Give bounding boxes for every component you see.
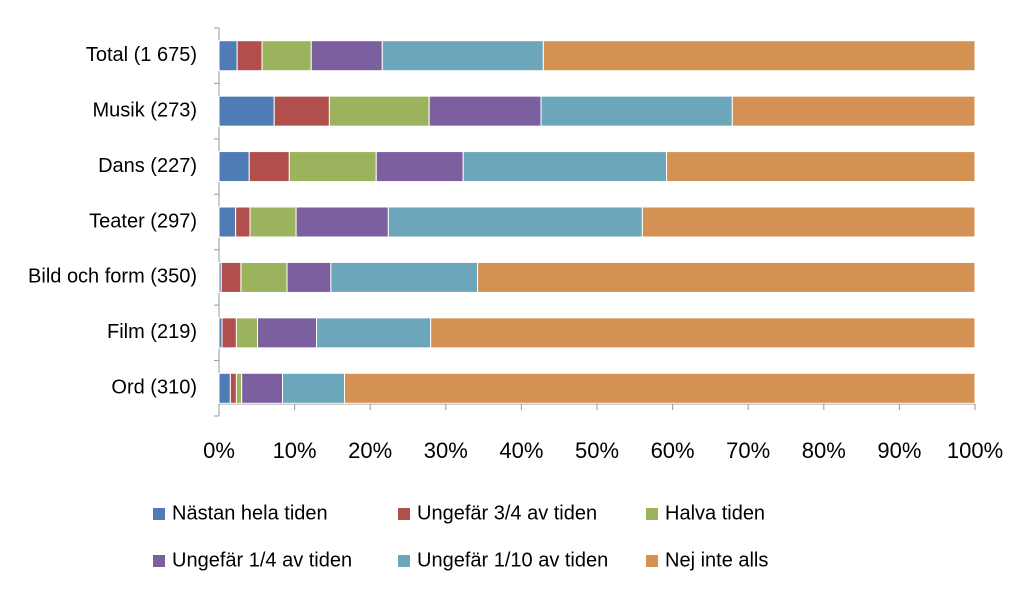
bar-segment (236, 40, 263, 72)
legend-swatch (398, 508, 410, 520)
y-tick-label: Bild och form (350) (28, 266, 197, 288)
bar-segment (248, 151, 290, 183)
bar-segment (235, 372, 243, 404)
bar-segment (328, 95, 430, 127)
legend-swatch (646, 555, 658, 567)
y-tick-label: Total (1 675) (86, 44, 197, 66)
y-tick-label: Musik (273) (93, 99, 197, 121)
bar-segment (731, 95, 976, 127)
x-tick-label: 20% (348, 438, 392, 463)
bar-segment (241, 372, 284, 404)
bar-segment (282, 372, 345, 404)
x-tick-label: 10% (273, 438, 317, 463)
bar-segment (295, 206, 389, 238)
bar-segment (666, 151, 976, 183)
bar-segment (310, 40, 383, 72)
x-tick-label: 50% (575, 438, 619, 463)
bar-segment (430, 317, 976, 349)
x-tick-label: 60% (651, 438, 695, 463)
x-tick-label: 80% (802, 438, 846, 463)
x-tick-label: 100% (947, 438, 1003, 463)
legend-swatch (153, 508, 165, 520)
y-tick-label: Teater (297) (89, 210, 197, 232)
bar-segment (387, 206, 643, 238)
x-tick-label: 30% (424, 438, 468, 463)
legend-label: Ungefär 1/10 av tiden (417, 549, 608, 571)
legend-label: Ungefär 3/4 av tiden (417, 502, 597, 524)
bar-segment (428, 95, 542, 127)
bar-segment (381, 40, 544, 72)
legend-swatch (646, 508, 658, 520)
y-tick-label: Dans (227) (98, 155, 197, 177)
bar-segment (235, 206, 251, 238)
legend-label: Ungefär 1/4 av tiden (172, 549, 352, 571)
legend-label: Nästan hela tiden (172, 502, 328, 524)
legend-swatch (398, 555, 410, 567)
x-tick-label: 90% (877, 438, 921, 463)
x-tick-label: 0% (203, 438, 235, 463)
bar-segment (288, 151, 377, 183)
bar-segment (540, 95, 733, 127)
bar-segment (273, 95, 330, 127)
bar-segment (477, 261, 976, 293)
bar-segment (375, 151, 464, 183)
bar-segment (218, 206, 237, 238)
bar-segment (220, 261, 242, 293)
bar-segment (218, 40, 238, 72)
x-tick-label: 70% (726, 438, 770, 463)
bar-segment (249, 206, 297, 238)
y-tick-label: Film (219) (107, 321, 197, 343)
legend-label: Nej inte alls (665, 549, 768, 571)
bar-segment (235, 317, 259, 349)
bar-segment (462, 151, 668, 183)
bar-segment (542, 40, 976, 72)
bar-segment (218, 95, 275, 127)
bar-segment (316, 317, 432, 349)
bar-segment (221, 317, 237, 349)
bar-segment (330, 261, 479, 293)
bar-segment (257, 317, 318, 349)
bar-segment (240, 261, 288, 293)
bar-segment (218, 151, 250, 183)
bar-segment (641, 206, 976, 238)
bar-segment (261, 40, 312, 72)
y-tick-label: Ord (310) (111, 377, 197, 399)
x-tick-label: 40% (499, 438, 543, 463)
legend-label: Halva tiden (665, 502, 765, 524)
bar-segment (229, 372, 237, 404)
legend-swatch (153, 555, 165, 567)
bar-segment (286, 261, 332, 293)
bar-segment (343, 372, 976, 404)
bar-segment (218, 372, 231, 404)
